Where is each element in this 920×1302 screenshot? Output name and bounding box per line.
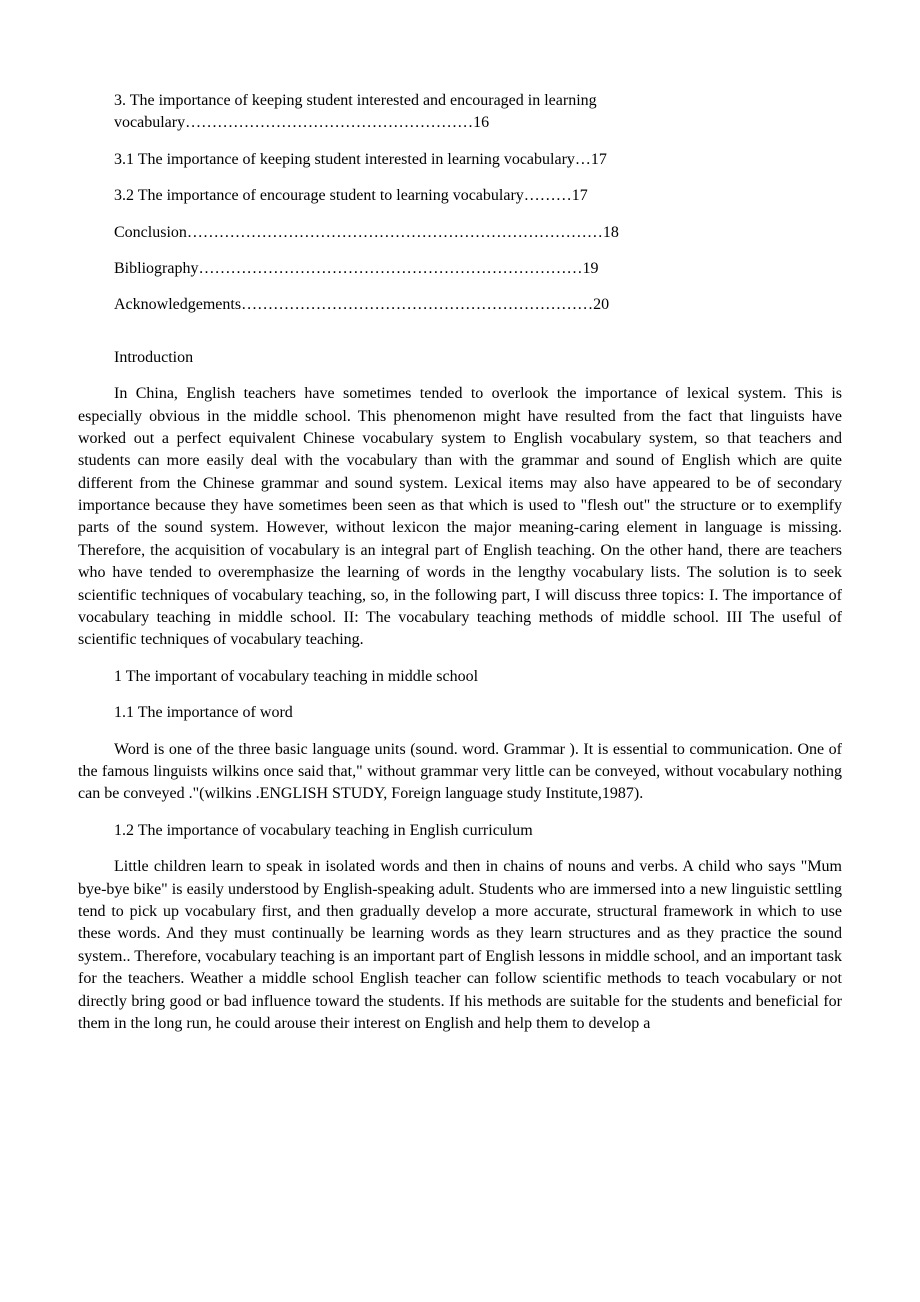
toc-line-3: 3. The importance of keeping student int… xyxy=(78,90,842,135)
toc-line-bibliography: Bibliography………………………………………………………………19 xyxy=(78,258,842,280)
section-1-heading: 1 The important of vocabulary teaching i… xyxy=(78,666,842,688)
toc-line-3-1: 3.1 The importance of keeping student in… xyxy=(78,149,842,171)
toc-text: 3. The importance of keeping student int… xyxy=(78,90,842,135)
section-1-2-body: Little children learn to speak in isolat… xyxy=(78,856,842,1035)
toc-line-3-2: 3.2 The importance of encourage student … xyxy=(78,185,842,207)
toc-line-conclusion: Conclusion……………………………………………………………………18 xyxy=(78,222,842,244)
section-1-1-heading: 1.1 The importance of word xyxy=(78,702,842,724)
introduction-heading: Introduction xyxy=(78,347,842,369)
section-1-1-body: Word is one of the three basic language … xyxy=(78,739,842,806)
toc-line-acknowledgements: Acknowledgements…………………………………………………………20 xyxy=(78,294,842,316)
introduction-body: In China, English teachers have sometime… xyxy=(78,383,842,652)
section-1-2-heading: 1.2 The importance of vocabulary teachin… xyxy=(78,820,842,842)
